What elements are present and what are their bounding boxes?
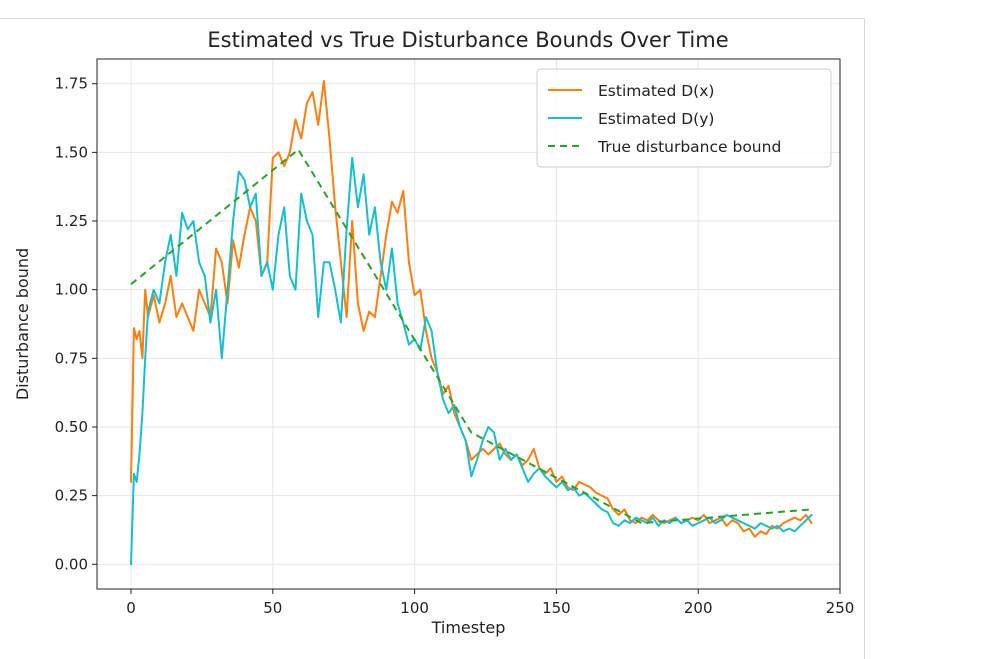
y-tick-label: 1.75 <box>55 75 88 93</box>
legend-label-0: Estimated D(x) <box>598 82 714 100</box>
chart-title: Estimated vs True Disturbance Bounds Ove… <box>207 28 728 52</box>
x-tick-label: 250 <box>826 599 855 617</box>
y-tick-label: 1.00 <box>55 281 88 299</box>
legend-label-1: Estimated D(y) <box>598 110 714 128</box>
y-tick-label: 0.50 <box>55 418 88 436</box>
axis-ticks: 0 50 100 150 200 250 0.00 0.25 0.50 0.75 1.00 1.25 1… <box>55 75 855 617</box>
y-tick-label: 0.00 <box>55 555 88 573</box>
legend: Estimated D(x) Estimated D(y) True disturb… <box>536 68 832 168</box>
x-tick-label: 0 <box>126 599 136 617</box>
x-tick-label: 150 <box>542 599 571 617</box>
figure-frame: Estimated vs True Disturbance Bounds Ove… <box>0 18 865 659</box>
series-line-2 <box>130 148 812 525</box>
y-tick-label: 1.25 <box>55 212 88 230</box>
y-axis-title: Disturbance bound <box>13 248 32 400</box>
legend-label-2: True disturbance bound <box>597 138 781 156</box>
y-tick-label: 0.25 <box>55 487 88 505</box>
plot-area-border <box>96 58 841 590</box>
line-chart: Estimated vs True Disturbance Bounds Ove… <box>13 28 855 637</box>
x-tick-label: 200 <box>684 599 713 617</box>
series-group <box>130 80 813 566</box>
y-tick-label: 0.75 <box>55 349 88 367</box>
legend-box <box>536 68 832 168</box>
x-tick-label: 100 <box>400 599 429 617</box>
y-tick-label: 1.50 <box>55 143 88 161</box>
x-axis-title: Timestep <box>431 618 506 637</box>
series-line-1 <box>130 156 813 566</box>
x-tick-label: 50 <box>263 599 282 617</box>
